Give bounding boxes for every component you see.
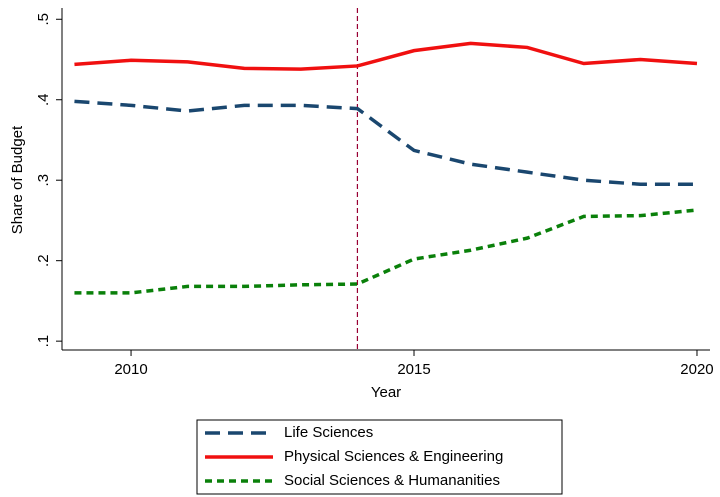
legend-label: Social Sciences & Humananities <box>284 472 500 489</box>
x-tick-label: 2010 <box>114 361 147 378</box>
y-tick-label: .2 <box>35 254 52 267</box>
x-axis-label: Year <box>371 384 401 401</box>
legend-label: Physical Sciences & Engineering <box>284 448 503 465</box>
legend-label: Life Sciences <box>284 424 373 441</box>
x-tick-label: 2015 <box>397 361 430 378</box>
y-tick-label: .4 <box>35 93 52 106</box>
y-tick-label: .5 <box>35 13 52 26</box>
y-tick-label: .3 <box>35 174 52 187</box>
y-tick-label: .1 <box>35 335 52 348</box>
y-axis-label: Share of Budget <box>9 125 26 234</box>
series-line <box>74 99 697 186</box>
x-tick-label: 2020 <box>680 361 713 378</box>
series-line <box>74 208 698 295</box>
series-line <box>74 41 698 71</box>
